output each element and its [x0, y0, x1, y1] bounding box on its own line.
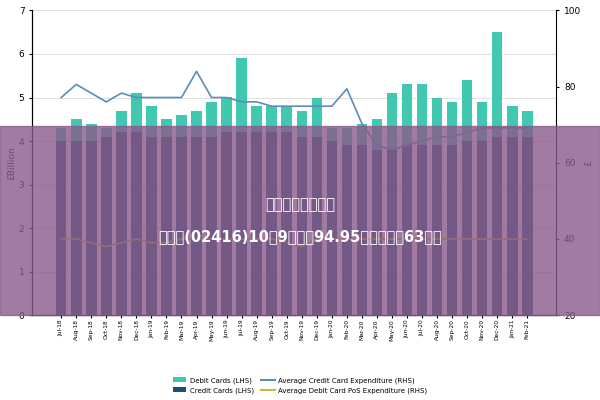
- Bar: [432, 98, 442, 145]
- Bar: [206, 137, 217, 315]
- Bar: [251, 132, 262, 315]
- Text: 易点云(02416)10月9日斥资94.95万港元回购63万股: 易点云(02416)10月9日斥资94.95万港元回购63万股: [158, 229, 442, 244]
- Bar: [341, 128, 352, 145]
- Bar: [356, 124, 367, 145]
- Bar: [131, 93, 142, 132]
- Text: 股票杠杆如何开通: 股票杠杆如何开通: [265, 197, 335, 212]
- Bar: [477, 141, 487, 315]
- Bar: [311, 98, 322, 137]
- Bar: [221, 98, 232, 132]
- Bar: [296, 110, 307, 137]
- Bar: [101, 137, 112, 315]
- Bar: [492, 32, 502, 137]
- Bar: [371, 150, 382, 315]
- Bar: [56, 141, 67, 315]
- Bar: [116, 132, 127, 315]
- Bar: [146, 106, 157, 137]
- Bar: [266, 132, 277, 315]
- Bar: [417, 145, 427, 315]
- Bar: [326, 128, 337, 141]
- Bar: [507, 106, 518, 137]
- Bar: [161, 119, 172, 137]
- Bar: [447, 102, 457, 145]
- Bar: [326, 141, 337, 315]
- Bar: [281, 106, 292, 132]
- Bar: [236, 58, 247, 132]
- Bar: [236, 132, 247, 315]
- Bar: [191, 110, 202, 137]
- Y-axis label: £: £: [584, 160, 593, 166]
- Bar: [176, 115, 187, 137]
- Bar: [251, 106, 262, 132]
- Bar: [266, 106, 277, 132]
- Bar: [281, 132, 292, 315]
- Bar: [417, 84, 427, 145]
- Bar: [447, 145, 457, 315]
- Bar: [161, 137, 172, 315]
- Bar: [101, 128, 112, 137]
- Bar: [131, 132, 142, 315]
- Y-axis label: £Billion: £Billion: [7, 146, 16, 180]
- Bar: [462, 80, 472, 141]
- Bar: [522, 137, 533, 315]
- Bar: [206, 102, 217, 137]
- Bar: [71, 119, 82, 141]
- Bar: [86, 124, 97, 141]
- Bar: [371, 119, 382, 150]
- Bar: [356, 145, 367, 315]
- Bar: [56, 128, 67, 141]
- Bar: [176, 137, 187, 315]
- Bar: [341, 145, 352, 315]
- Bar: [296, 137, 307, 315]
- Bar: [402, 84, 412, 145]
- Bar: [507, 137, 518, 315]
- Bar: [71, 141, 82, 315]
- Bar: [86, 141, 97, 315]
- Bar: [432, 145, 442, 315]
- Bar: [477, 102, 487, 141]
- Bar: [402, 145, 412, 315]
- Bar: [387, 150, 397, 315]
- Bar: [462, 141, 472, 315]
- Bar: [522, 110, 533, 137]
- Bar: [387, 93, 397, 150]
- Bar: [146, 137, 157, 315]
- Bar: [311, 137, 322, 315]
- Bar: [116, 110, 127, 132]
- Bar: [191, 137, 202, 315]
- Bar: [221, 132, 232, 315]
- Bar: [492, 137, 502, 315]
- Legend: Debit Cards (LHS), Credit Cards (LHS), Average Credit Card Expenditure (RHS), Av: Debit Cards (LHS), Credit Cards (LHS), A…: [170, 374, 430, 396]
